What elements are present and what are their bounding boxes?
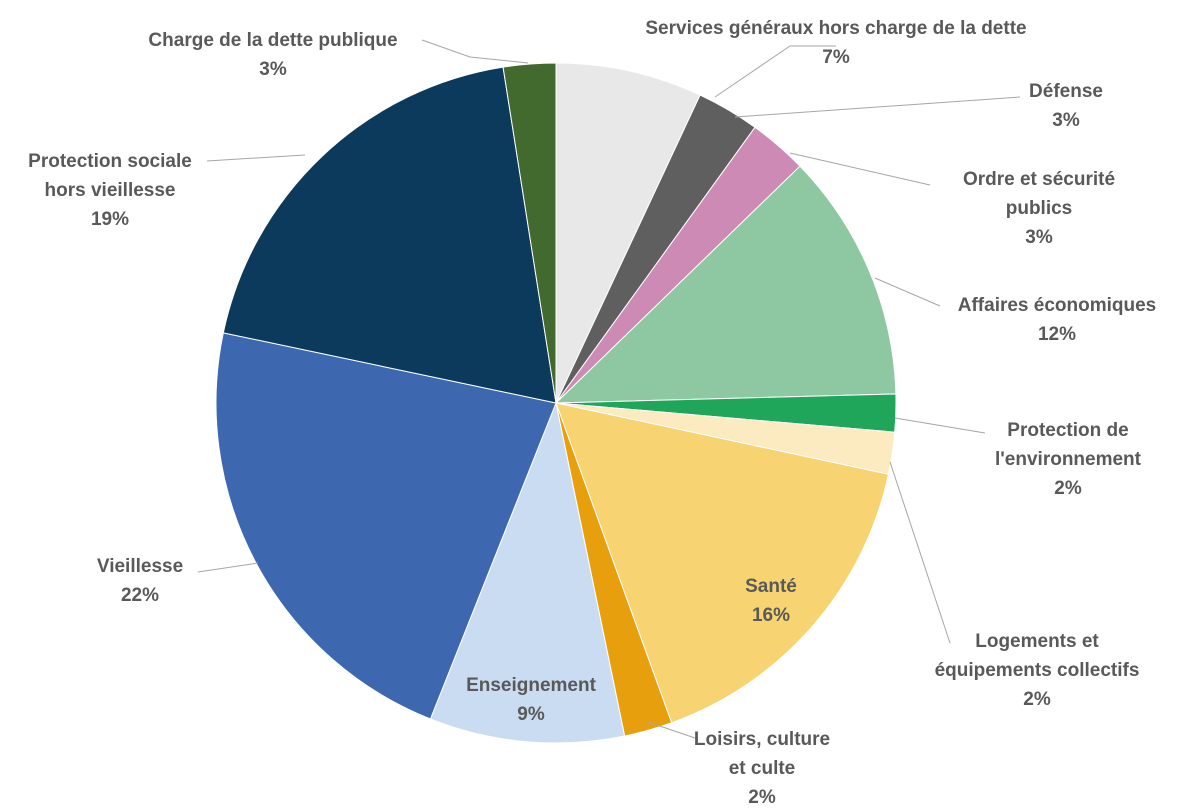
slice-name-line: et culte	[729, 758, 796, 779]
leader-line-ordre-et-securite-publics	[789, 152, 931, 186]
slice-name-line: Protection sociale	[28, 151, 192, 172]
leader-line-defense	[734, 96, 1021, 118]
slice-name-line: Défense	[1029, 81, 1103, 102]
slice-name-line: Affaires économiques	[958, 295, 1157, 316]
slice-labels: Services généraux hors charge de la dett…	[28, 18, 1157, 808]
slice-percent: 2%	[1023, 689, 1051, 710]
slice-percent: 2%	[748, 787, 776, 806]
slice-name-line: Protection de	[1007, 420, 1128, 441]
slice-name-line: Enseignement	[466, 675, 597, 696]
slice-name-line: Loisirs, culture	[694, 729, 830, 750]
slice-label-affaires-economiques: Affaires économiques 12%	[958, 295, 1157, 345]
leader-line-loisirs-culture-et-culte	[647, 721, 696, 739]
slice-label-protection-de-l-environnement: Protection de l'environnement 2%	[995, 420, 1142, 499]
leader-line-charge-de-la-dette-publique	[421, 39, 529, 64]
pie-slice-services-generaux-hors-charge-de-la-dette	[555, 62, 701, 404]
slice-name-line: Charge de la dette publique	[148, 30, 397, 51]
slice-label-loisirs-culture-et-culte: Loisirs, culture et culte 2%	[694, 729, 830, 806]
slice-label-sante: Santé 16%	[745, 576, 797, 626]
slice-percent: 19%	[91, 209, 129, 230]
slice-name-line: hors vieillesse	[45, 180, 176, 201]
slice-percent: 22%	[121, 585, 159, 606]
slice-name-line: Logements et	[975, 631, 1099, 652]
slice-label-enseignement: Enseignement 9%	[466, 675, 597, 725]
slice-percent: 9%	[517, 704, 545, 725]
slice-percent: 3%	[1052, 110, 1080, 131]
leader-lines	[197, 39, 1021, 739]
slice-name-line: Services généraux hors charge de la dett…	[645, 18, 1026, 39]
slice-label-services-generaux-hors-charge-de-la-dette: Services généraux hors charge de la dett…	[645, 18, 1026, 68]
slice-label-charge-de-la-dette-publique: Charge de la dette publique 3%	[148, 30, 397, 80]
slice-name-line: l'environnement	[995, 449, 1142, 470]
pie-slices	[215, 62, 897, 744]
slice-name-line: équipements collectifs	[935, 660, 1140, 681]
slice-name-line: Santé	[745, 576, 797, 597]
slice-percent: 3%	[1025, 227, 1053, 248]
leader-line-affaires-economiques	[874, 277, 941, 307]
slice-percent: 3%	[259, 59, 287, 80]
pie-slice-sante	[555, 402, 890, 724]
pie-slice-affaires-economiques	[554, 165, 897, 404]
leader-line-protection-de-l-environnement	[894, 417, 986, 434]
pie-slice-protection-sociale-hors-vieillesse	[222, 66, 557, 404]
leader-line-services-generaux-hors-charge-de-la-dette	[714, 45, 836, 98]
slice-name-line: Ordre et sécurité	[963, 169, 1115, 190]
slice-label-ordre-et-securite-publics: Ordre et sécurité publics 3%	[963, 169, 1115, 248]
leader-line-vieillesse	[197, 562, 259, 573]
leader-line-protection-sociale-hors-vieillesse	[206, 154, 306, 162]
slice-percent: 7%	[822, 47, 850, 68]
slice-percent: 16%	[752, 605, 790, 626]
slice-label-logements-et-equipements-collectifs: Logements et équipements collectifs 2%	[935, 631, 1140, 710]
slice-percent: 2%	[1054, 478, 1082, 499]
slice-label-defense: Défense 3%	[1029, 81, 1103, 131]
slice-percent: 12%	[1038, 324, 1076, 345]
slice-name-line: publics	[1006, 198, 1073, 219]
pie-slice-charge-de-la-dette-publique	[502, 62, 557, 404]
slice-label-protection-sociale-hors-vieillesse: Protection sociale hors vieillesse 19%	[28, 151, 192, 230]
pie-slice-enseignement	[429, 401, 626, 744]
slice-name-line: Vieillesse	[97, 556, 183, 577]
slice-label-vieillesse: Vieillesse 22%	[97, 556, 183, 606]
leader-line-logements-et-equipements-collectifs	[889, 461, 951, 644]
